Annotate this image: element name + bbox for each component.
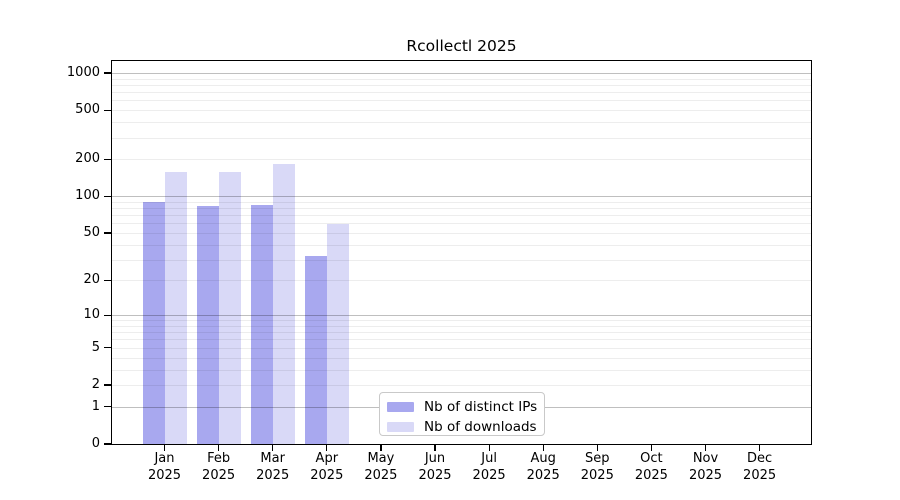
grid-line-minor xyxy=(112,100,811,102)
grid-line-minor xyxy=(112,259,811,261)
y-tick-label: 200 xyxy=(75,151,100,167)
grid-line-minor xyxy=(112,244,811,246)
x-tick-mark xyxy=(704,444,707,451)
y-tick-label: 0 xyxy=(91,436,100,451)
y-tick-label: 5 xyxy=(91,339,100,355)
y-tick-mark xyxy=(104,347,111,349)
y-tick-mark xyxy=(104,406,111,408)
grid-line-minor xyxy=(112,339,811,341)
legend-entry-distinct-ips: Nb of distinct IPs xyxy=(380,397,544,417)
x-tick-mark xyxy=(596,444,598,451)
y-tick-mark xyxy=(104,195,111,197)
grid-line-minor xyxy=(112,332,811,334)
x-tick-label-aug: Aug 2025 xyxy=(526,451,560,483)
grid-line-minor xyxy=(112,357,811,359)
grid-line-minor xyxy=(112,320,811,322)
grid-line-minor xyxy=(112,208,811,209)
plot-area-border xyxy=(111,60,812,445)
grid-line-minor xyxy=(112,92,811,94)
x-tick-label-sep: Sep 2025 xyxy=(580,451,614,483)
x-tick-mark xyxy=(272,444,274,451)
x-tick-label-dec: Dec 2025 xyxy=(743,451,777,483)
grid-line-minor xyxy=(112,215,811,217)
bar-distinct-ips-mar xyxy=(250,205,273,444)
grid-line-minor xyxy=(112,201,811,203)
grid-line-minor xyxy=(112,326,811,327)
grid-line-minor xyxy=(112,159,811,161)
y-tick-mark xyxy=(104,384,111,386)
legend-label-distinct-ips: Nb of distinct IPs xyxy=(424,399,538,415)
bar-distinct-ips-jan xyxy=(142,202,165,444)
x-tick-label-nov: Nov 2025 xyxy=(688,451,723,483)
legend-label-downloads: Nb of downloads xyxy=(424,419,537,435)
x-tick-mark xyxy=(759,444,761,451)
y-tick-label: 50 xyxy=(83,224,100,240)
legend: Nb of distinct IPs Nb of downloads xyxy=(379,392,545,436)
grid-line-minor xyxy=(112,369,811,371)
y-tick-mark xyxy=(104,109,111,111)
y-tick-label: 500 xyxy=(75,102,100,118)
grid-line-minor xyxy=(112,84,811,86)
x-tick-label-mar: Mar 2025 xyxy=(256,451,290,483)
bar-downloads-mar xyxy=(272,163,295,444)
y-tick-mark xyxy=(104,232,111,234)
x-tick-label-feb: Feb 2025 xyxy=(202,451,236,483)
grid-line-major xyxy=(112,315,811,317)
grid-line-minor xyxy=(112,122,811,124)
x-tick-mark xyxy=(542,444,544,451)
y-tick-label: 1000 xyxy=(66,64,100,80)
chart-title: Rcollectl 2025 xyxy=(406,37,517,55)
grid-line-minor xyxy=(112,280,811,282)
grid-line-major xyxy=(112,196,811,198)
x-tick-label-may: May 2025 xyxy=(364,451,398,483)
y-tick-mark xyxy=(104,279,111,282)
y-tick-label: 100 xyxy=(75,188,100,204)
bar-downloads-feb xyxy=(218,171,241,444)
x-tick-mark xyxy=(650,444,653,451)
x-tick-mark xyxy=(218,444,220,451)
x-tick-mark xyxy=(163,444,166,451)
x-tick-label-jan: Jan 2025 xyxy=(147,451,182,483)
y-tick-mark xyxy=(104,72,111,74)
bar-distinct-ips-feb xyxy=(196,206,219,444)
bar-distinct-ips-apr xyxy=(304,256,327,444)
bar-downloads-jan xyxy=(164,172,187,444)
grid-line-minor xyxy=(112,347,811,349)
y-tick-label: 1 xyxy=(91,398,100,414)
x-tick-label-oct: Oct 2025 xyxy=(634,451,668,483)
legend-swatch-downloads xyxy=(387,422,414,432)
y-tick-mark xyxy=(104,443,111,445)
x-tick-mark xyxy=(488,444,490,451)
y-tick-mark xyxy=(104,158,111,160)
grid-line-minor xyxy=(112,78,811,80)
grid-line-minor xyxy=(112,232,811,234)
y-tick-label: 2 xyxy=(91,377,100,392)
y-tick-label: 20 xyxy=(83,272,100,288)
y-tick-label: 10 xyxy=(83,307,100,323)
bar-downloads-apr xyxy=(326,224,349,444)
legend-swatch-distinct-ips xyxy=(387,402,414,412)
x-tick-mark xyxy=(326,444,328,451)
x-tick-label-jun: Jun 2025 xyxy=(418,451,452,483)
legend-entry-downloads: Nb of downloads xyxy=(380,417,544,437)
x-tick-label-apr: Apr 2025 xyxy=(310,451,344,483)
x-tick-mark xyxy=(380,444,382,451)
y-tick-mark xyxy=(104,314,111,316)
grid-line-minor xyxy=(112,137,811,139)
grid-line-minor xyxy=(112,110,811,112)
grid-line-minor xyxy=(112,223,811,225)
x-tick-label-jul: Jul 2025 xyxy=(472,451,506,483)
x-tick-mark xyxy=(434,444,436,451)
grid-line-minor xyxy=(112,385,811,386)
grid-line-major xyxy=(112,72,811,74)
